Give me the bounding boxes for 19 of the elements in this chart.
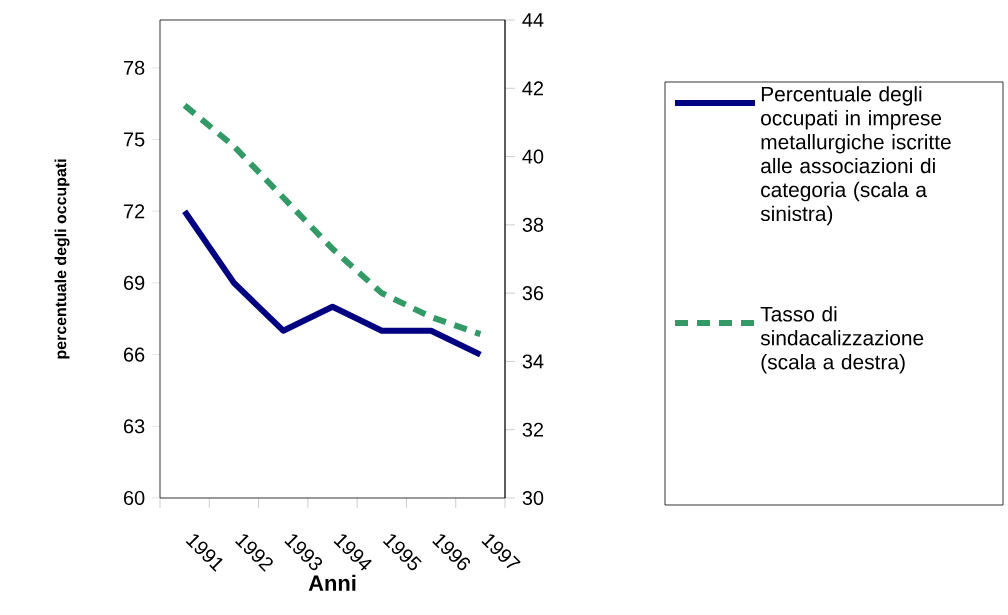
y-tick-label: 75 — [124, 132, 145, 147]
x-axis-title: Anni — [308, 574, 356, 591]
legend-label: Percentuale degli occupati in imprese metallurgiche iscritte alle associazioni di categoria (scala a sinistra) — [760, 86, 951, 226]
y-tick-label: 69 — [124, 275, 145, 290]
y2-tick-label: 32 — [522, 422, 544, 437]
y2-tick-label: 36 — [522, 286, 544, 301]
y-axis-title: percentuale degli occupati — [54, 159, 70, 359]
y2-tick-label: 40 — [522, 149, 544, 164]
y-tick-label: 66 — [124, 347, 145, 362]
legend-label: Tasso di sindacalizzazione (scala a destra) — [760, 306, 924, 374]
y-tick-label: 72 — [124, 204, 145, 219]
y2-tick-label: 44 — [522, 13, 544, 27]
y2-tick-label: 34 — [522, 354, 544, 369]
y-tick-label: 63 — [124, 419, 145, 434]
y-tick-label: 78 — [124, 60, 145, 75]
y2-tick-label: 30 — [522, 490, 544, 506]
y-tick-label: 60 — [124, 490, 145, 506]
y2-tick-label: 38 — [522, 217, 544, 232]
y2-tick-label: 42 — [522, 81, 544, 96]
